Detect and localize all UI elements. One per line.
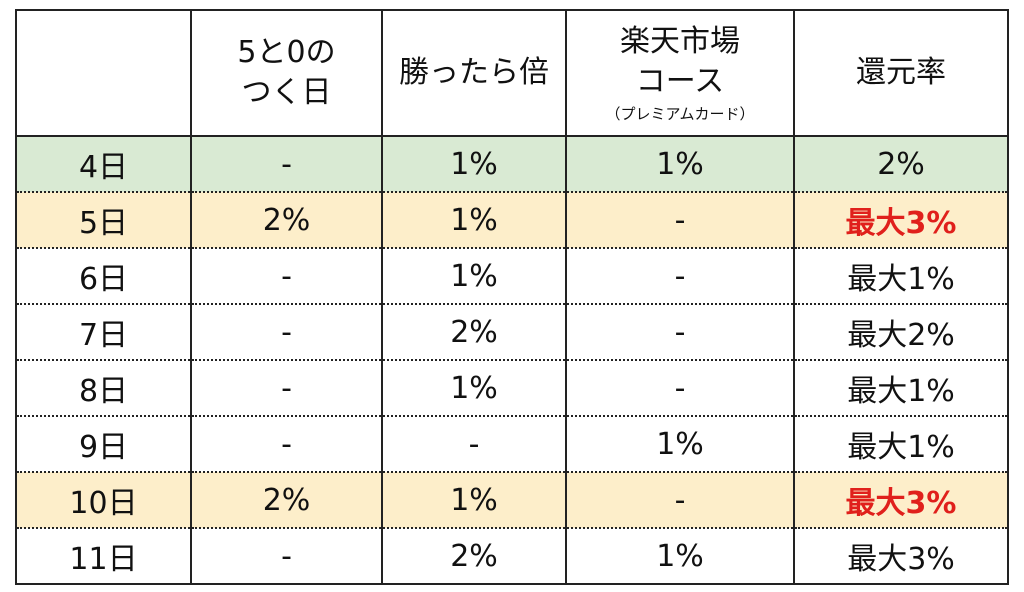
cell-rate: 最大3% — [793, 528, 1009, 585]
header-rakuten-course: 楽天市場 コース （プレミアムカード） — [565, 9, 795, 137]
table-row: 6日 - 1% - 最大1% — [15, 248, 1009, 305]
cell-five-zero: - — [190, 304, 383, 361]
cell-rakuten-course: 1% — [565, 416, 795, 473]
cell-win-double: 1% — [381, 248, 567, 305]
cashback-rate-table: 5と0の つく日 勝ったら倍 楽天市場 コース （プレミアムカード） 還元率 4… — [15, 9, 1009, 585]
cell-rate: 最大1% — [793, 360, 1009, 417]
cell-rate: 最大2% — [793, 304, 1009, 361]
table-row: 10日 2% 1% - 最大3% — [15, 472, 1009, 529]
header-rakuten-line2: コース — [635, 64, 725, 99]
cell-five-zero: - — [190, 360, 383, 417]
table-row: 9日 - - 1% 最大1% — [15, 416, 1009, 473]
cell-five-zero: 2% — [190, 192, 383, 249]
cell-win-double: 1% — [381, 360, 567, 417]
table-body: 4日 - 1% 1% 2% 5日 2% 1% - 最大3% 6日 - 1% - … — [15, 136, 1009, 585]
header-rakuten-sub: （プレミアムカード） — [605, 105, 755, 123]
cell-win-double: 1% — [381, 472, 567, 529]
cell-rakuten-course: - — [565, 472, 795, 529]
cell-win-double: 2% — [381, 304, 567, 361]
cell-day: 10日 — [15, 472, 192, 529]
cell-five-zero: 2% — [190, 472, 383, 529]
cell-five-zero: - — [190, 528, 383, 585]
cell-five-zero: - — [190, 248, 383, 305]
header-win-double: 勝ったら倍 — [381, 9, 567, 137]
cell-five-zero: - — [190, 136, 383, 193]
header-five-zero-line2: つく日 — [241, 75, 332, 110]
cell-rate: 最大1% — [793, 248, 1009, 305]
table-row: 7日 - 2% - 最大2% — [15, 304, 1009, 361]
cell-day: 5日 — [15, 192, 192, 249]
cell-win-double: 1% — [381, 192, 567, 249]
cell-rate: 最大3% — [793, 472, 1009, 529]
table-row: 8日 - 1% - 最大1% — [15, 360, 1009, 417]
cell-rakuten-course: - — [565, 304, 795, 361]
cell-rate: 2% — [793, 136, 1009, 193]
cell-rakuten-course: 1% — [565, 136, 795, 193]
cell-win-double: - — [381, 416, 567, 473]
cell-win-double: 2% — [381, 528, 567, 585]
table-row: 5日 2% 1% - 最大3% — [15, 192, 1009, 249]
cell-day: 7日 — [15, 304, 192, 361]
cell-five-zero: - — [190, 416, 383, 473]
cell-rakuten-course: - — [565, 248, 795, 305]
cell-day: 6日 — [15, 248, 192, 305]
cell-rakuten-course: - — [565, 360, 795, 417]
header-five-zero-days: 5と0の つく日 — [190, 9, 383, 137]
cell-rakuten-course: 1% — [565, 528, 795, 585]
cell-rakuten-course: - — [565, 192, 795, 249]
cell-day: 8日 — [15, 360, 192, 417]
cell-rate: 最大1% — [793, 416, 1009, 473]
header-rakuten-line1: 楽天市場 — [620, 24, 740, 59]
header-day-cell — [15, 9, 192, 137]
table-header: 5と0の つく日 勝ったら倍 楽天市場 コース （プレミアムカード） 還元率 — [15, 9, 1009, 137]
table-row: 4日 - 1% 1% 2% — [15, 136, 1009, 193]
table-row: 11日 - 2% 1% 最大3% — [15, 528, 1009, 585]
cell-day: 11日 — [15, 528, 192, 585]
cell-rate: 最大3% — [793, 192, 1009, 249]
header-five-zero-line1: 5と0の — [237, 35, 336, 70]
cell-day: 9日 — [15, 416, 192, 473]
cell-win-double: 1% — [381, 136, 567, 193]
cell-day: 4日 — [15, 136, 192, 193]
header-cashback-rate: 還元率 — [793, 9, 1009, 137]
header-row: 5と0の つく日 勝ったら倍 楽天市場 コース （プレミアムカード） 還元率 — [15, 9, 1009, 137]
